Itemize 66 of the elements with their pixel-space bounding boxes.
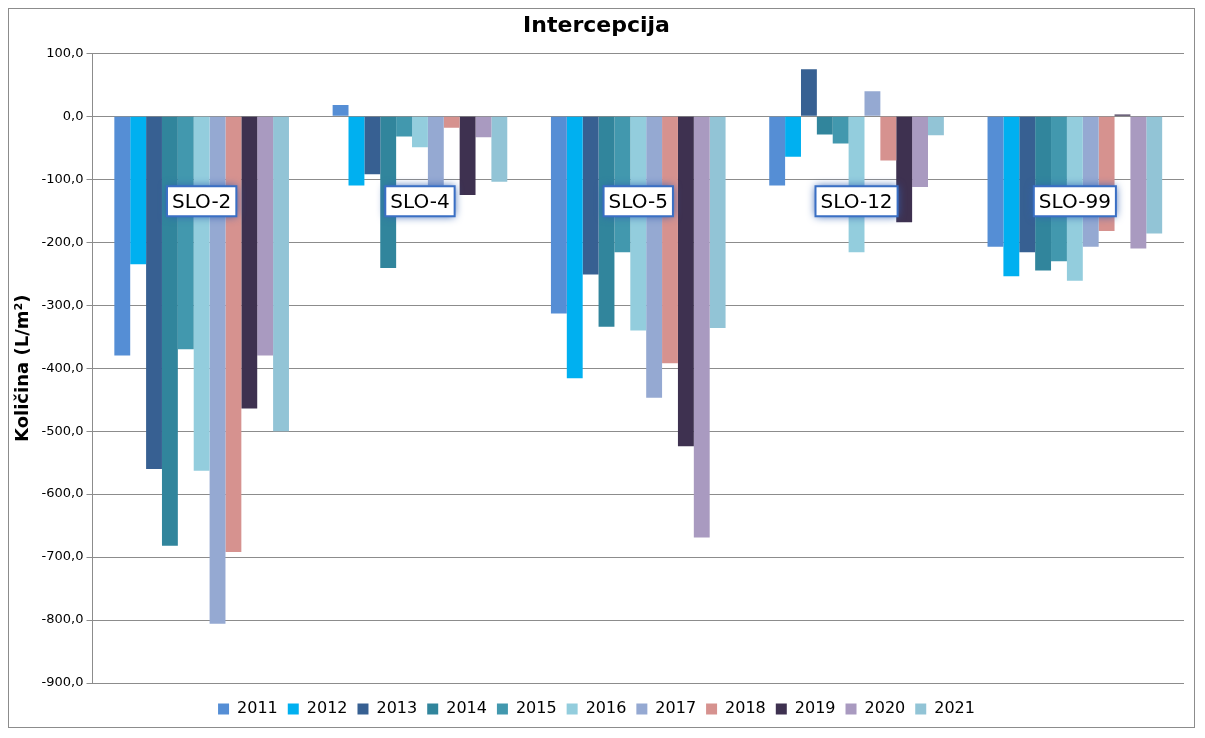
bar bbox=[1003, 116, 1020, 277]
bar bbox=[364, 116, 381, 175]
bar bbox=[693, 116, 710, 538]
legend-label: 2013 bbox=[376, 698, 418, 718]
bar bbox=[257, 116, 274, 356]
y-tick-label: -500,0 bbox=[41, 422, 84, 438]
legend-label: 2012 bbox=[306, 698, 348, 718]
bar bbox=[146, 116, 162, 469]
legend-label: 2017 bbox=[655, 698, 697, 718]
bar bbox=[800, 69, 817, 116]
bar bbox=[987, 116, 1004, 247]
chart-title: Intercepcija bbox=[523, 11, 670, 37]
bar bbox=[566, 116, 583, 379]
bar bbox=[550, 116, 567, 314]
legend-label: 2019 bbox=[794, 698, 836, 718]
bar bbox=[928, 116, 944, 136]
bar bbox=[832, 116, 849, 144]
bar bbox=[459, 116, 476, 196]
bar bbox=[241, 116, 258, 409]
bar bbox=[332, 105, 349, 116]
bar bbox=[582, 116, 599, 275]
y-tick-label: -800,0 bbox=[41, 611, 84, 627]
bar bbox=[491, 116, 508, 182]
x-tick-label: SLO-12 bbox=[820, 188, 893, 213]
legend-label: 2016 bbox=[585, 698, 627, 718]
legend-label: 2018 bbox=[725, 698, 766, 718]
bar bbox=[677, 116, 694, 447]
bar bbox=[1130, 116, 1147, 249]
bar bbox=[896, 116, 913, 223]
x-tick-label: SLO-99 bbox=[1038, 188, 1111, 213]
y-tick-label: 0,0 bbox=[62, 107, 84, 123]
bar bbox=[427, 116, 444, 186]
y-tick-label: -400,0 bbox=[41, 359, 84, 375]
legend-label: 2015 bbox=[515, 698, 557, 718]
bar bbox=[475, 116, 492, 138]
legend-label: 2014 bbox=[446, 698, 487, 718]
bar bbox=[709, 116, 726, 328]
bar bbox=[816, 116, 833, 135]
y-tick-label: -200,0 bbox=[41, 233, 84, 249]
bar bbox=[864, 91, 881, 116]
x-tick-label: SLO-5 bbox=[608, 188, 668, 213]
bar bbox=[114, 116, 131, 356]
legend-label: 2011 bbox=[237, 698, 278, 718]
bar bbox=[130, 116, 147, 265]
y-tick-label: -600,0 bbox=[41, 485, 84, 501]
bar bbox=[412, 116, 428, 148]
bar bbox=[769, 116, 786, 186]
y-tick-label: -700,0 bbox=[41, 548, 84, 564]
y-tick-label: -900,0 bbox=[41, 674, 84, 690]
bar bbox=[443, 116, 460, 128]
bar bbox=[273, 116, 289, 432]
y-axis-title: Količina (L/m²) bbox=[11, 294, 33, 442]
y-tick-label: -100,0 bbox=[41, 170, 84, 186]
bar bbox=[912, 116, 928, 187]
legend-label: 2020 bbox=[864, 698, 906, 718]
bar bbox=[785, 116, 801, 157]
y-tick-label: -300,0 bbox=[41, 296, 84, 312]
x-tick-label: SLO-4 bbox=[390, 188, 450, 213]
legend-label: 2021 bbox=[934, 698, 975, 718]
bar bbox=[1019, 116, 1036, 253]
bar bbox=[880, 116, 897, 161]
bar bbox=[348, 116, 365, 186]
bar bbox=[1146, 116, 1163, 234]
bar bbox=[396, 116, 413, 137]
x-tick-label: SLO-2 bbox=[171, 188, 232, 213]
y-tick-label: 100,0 bbox=[46, 44, 84, 60]
